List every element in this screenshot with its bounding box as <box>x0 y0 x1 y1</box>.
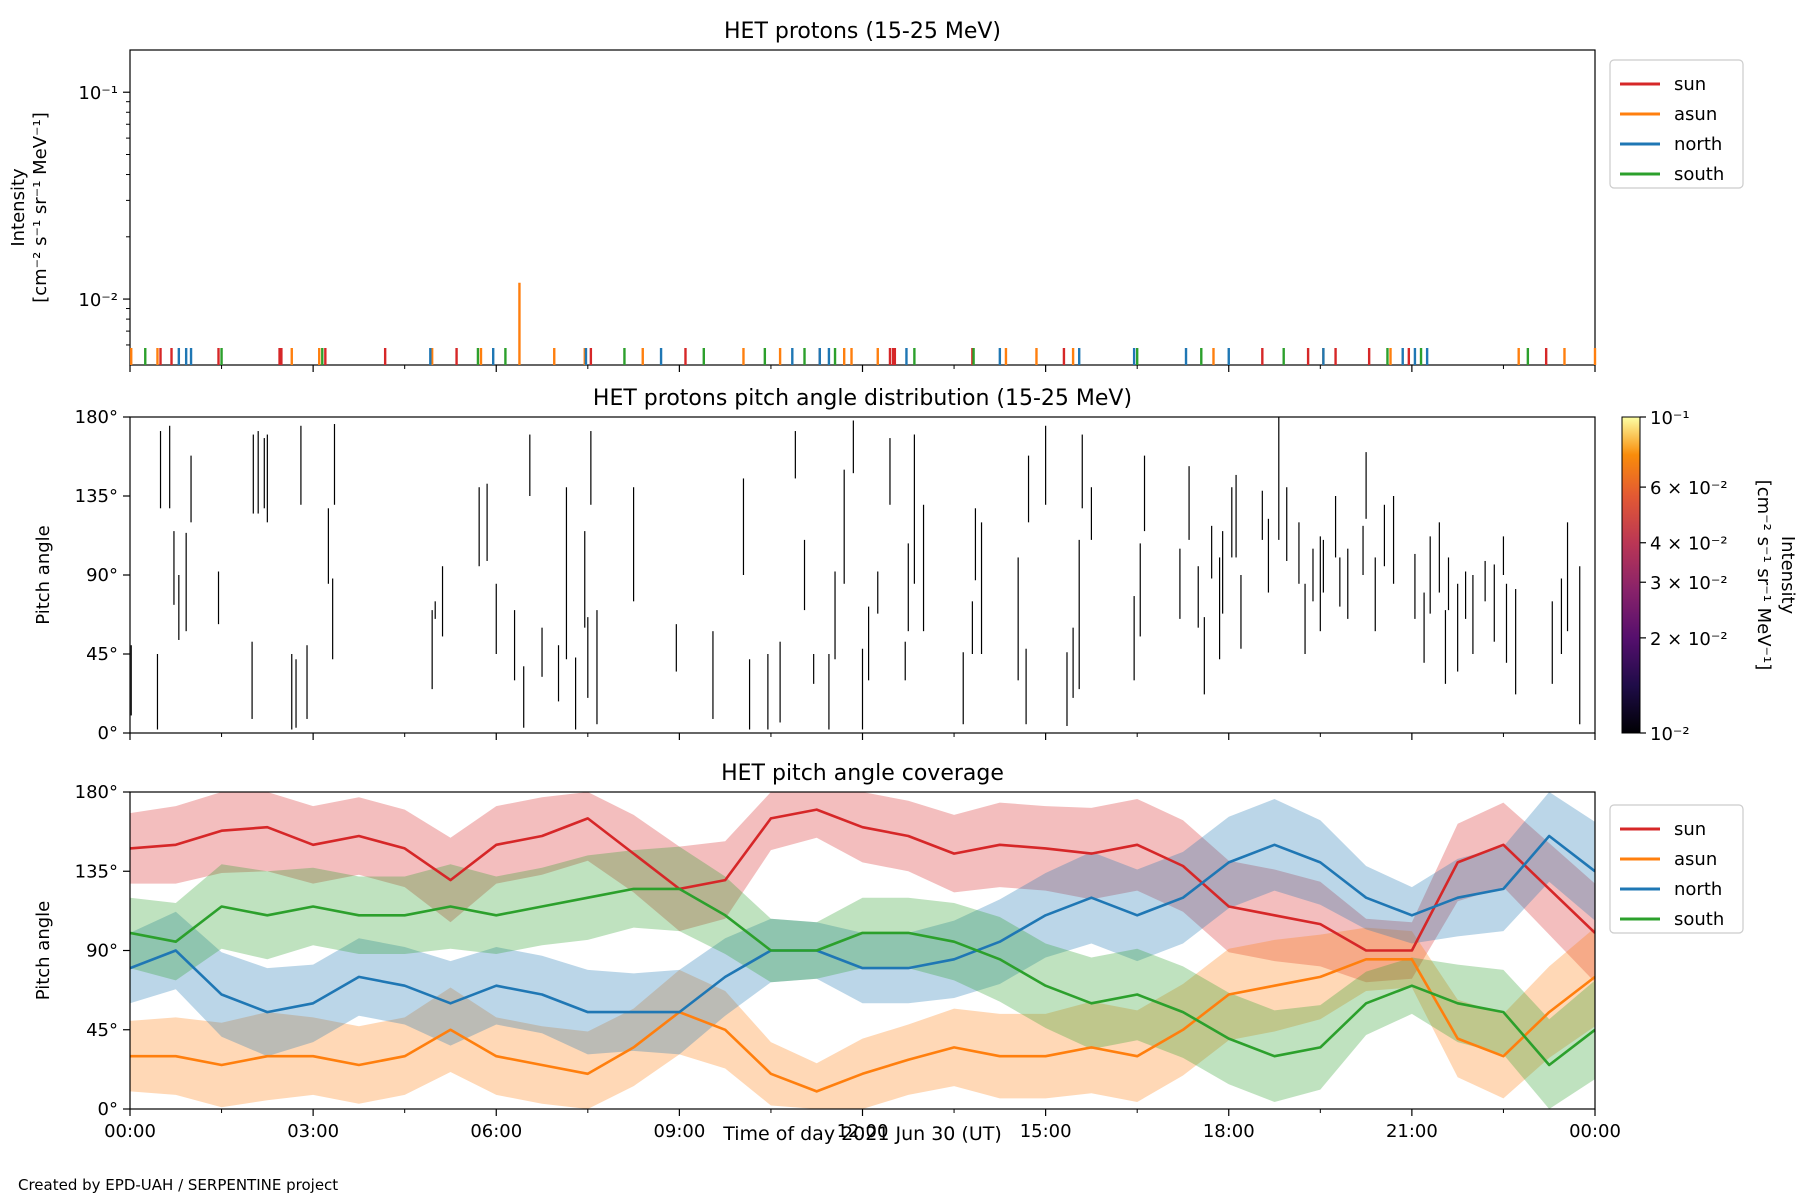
intensity-plot-frame <box>129 49 1596 366</box>
colorbar-tick-label: 10⁻² <box>1650 724 1690 745</box>
x-tick-label: 18:00 <box>1203 1121 1255 1142</box>
y-tick-label: 180° <box>75 407 118 428</box>
coverage-band-asun <box>130 927 1595 1109</box>
legend-label-north: north <box>1674 134 1722 155</box>
pad-y-label: Pitch angle <box>33 525 54 624</box>
colorbar-tick-label: 4 × 10⁻² <box>1650 534 1728 555</box>
coverage-line-south <box>130 887 1595 1067</box>
footer-credit: Created by EPD-UAH / SERPENTINE project <box>18 1176 339 1194</box>
coverage-line-asun <box>130 958 1595 1093</box>
intensity-plot-title: HET protons (15-25 MeV) <box>724 19 1001 44</box>
legend-label-sun: sun <box>1674 819 1706 840</box>
coverage-band-north <box>130 792 1595 1057</box>
x-tick-label: 09:00 <box>653 1121 705 1142</box>
coverage-line-north <box>130 834 1595 1014</box>
coverage-line-sun <box>130 808 1595 952</box>
x-tick-label: 12:00 <box>837 1121 889 1142</box>
y-tick-label: 135° <box>75 486 118 507</box>
y-axis-label-line: Pitch angle <box>33 901 54 1000</box>
legend-label-south: south <box>1674 164 1724 185</box>
y-tick-label: 45° <box>86 644 118 665</box>
colorbar-label: Intensity[cm⁻² s⁻¹ sr⁻¹ MeV⁻¹] <box>1753 480 1798 671</box>
y-axis-label-line: Intensity <box>8 168 29 247</box>
x-tick-label: 15:00 <box>1020 1121 1072 1142</box>
colorbar-tick-label: 6 × 10⁻² <box>1650 478 1728 499</box>
coverage-plot-area <box>130 792 1595 1109</box>
legend-box <box>1609 59 1744 189</box>
coverage-plot-title: HET pitch angle coverage <box>721 761 1004 786</box>
intensity-y-tick-label: 10⁻¹ <box>78 83 118 104</box>
y-tick-label: 180° <box>75 782 118 803</box>
x-tick-label: 06:00 <box>470 1121 522 1142</box>
x-tick-label: 00:00 <box>1569 1121 1621 1142</box>
legend-label-asun: asun <box>1674 849 1717 870</box>
colorbar <box>1621 416 1641 734</box>
colorbar-label-line: Intensity <box>1777 536 1798 615</box>
colorbar-tick-label: 10⁻¹ <box>1650 408 1690 429</box>
intensity-y-label: Intensity [cm⁻² s⁻¹ sr⁻¹ MeV⁻¹] <box>8 112 51 303</box>
legend-label-south: south <box>1674 909 1724 930</box>
intensity-y-tick-label: 10⁻² <box>78 290 118 311</box>
x-tick-label: 03:00 <box>287 1121 339 1142</box>
colorbar-label-line: [cm⁻² s⁻¹ sr⁻¹ MeV⁻¹] <box>1753 480 1774 671</box>
coverage-y-label: Pitch angle <box>33 901 54 1000</box>
x-tick-label: 00:00 <box>104 1121 156 1142</box>
y-tick-label: 135° <box>75 861 118 882</box>
x-tick-label: 21:00 <box>1386 1121 1438 1142</box>
y-tick-label: 90° <box>86 941 118 962</box>
y-axis-label-line: Pitch angle <box>33 525 54 624</box>
y-tick-label: 45° <box>86 1020 118 1041</box>
legend-label-north: north <box>1674 879 1722 900</box>
y-tick-label: 0° <box>98 1099 118 1120</box>
coverage-band-sun <box>130 792 1595 983</box>
intensity-legend: sun asun north south <box>1609 59 1744 189</box>
colorbar-tick-label: 2 × 10⁻² <box>1650 629 1728 650</box>
y-axis-label-line: [cm⁻² s⁻¹ sr⁻¹ MeV⁻¹] <box>30 112 51 303</box>
y-tick-label: 0° <box>98 723 118 744</box>
y-tick-label: 90° <box>86 565 118 586</box>
legend-label-asun: asun <box>1674 104 1717 125</box>
legend-box <box>1609 804 1744 934</box>
colorbar-tick-label: 3 × 10⁻² <box>1650 573 1728 594</box>
x-axis-label: Time of day 2021 Jun 30 (UT) <box>722 1123 1002 1145</box>
coverage-legend: sun asun north south <box>1609 804 1744 934</box>
coverage-band-south <box>130 846 1595 1109</box>
legend-label-sun: sun <box>1674 74 1706 95</box>
pad-plot-title: HET protons pitch angle distribution (15… <box>593 386 1132 411</box>
